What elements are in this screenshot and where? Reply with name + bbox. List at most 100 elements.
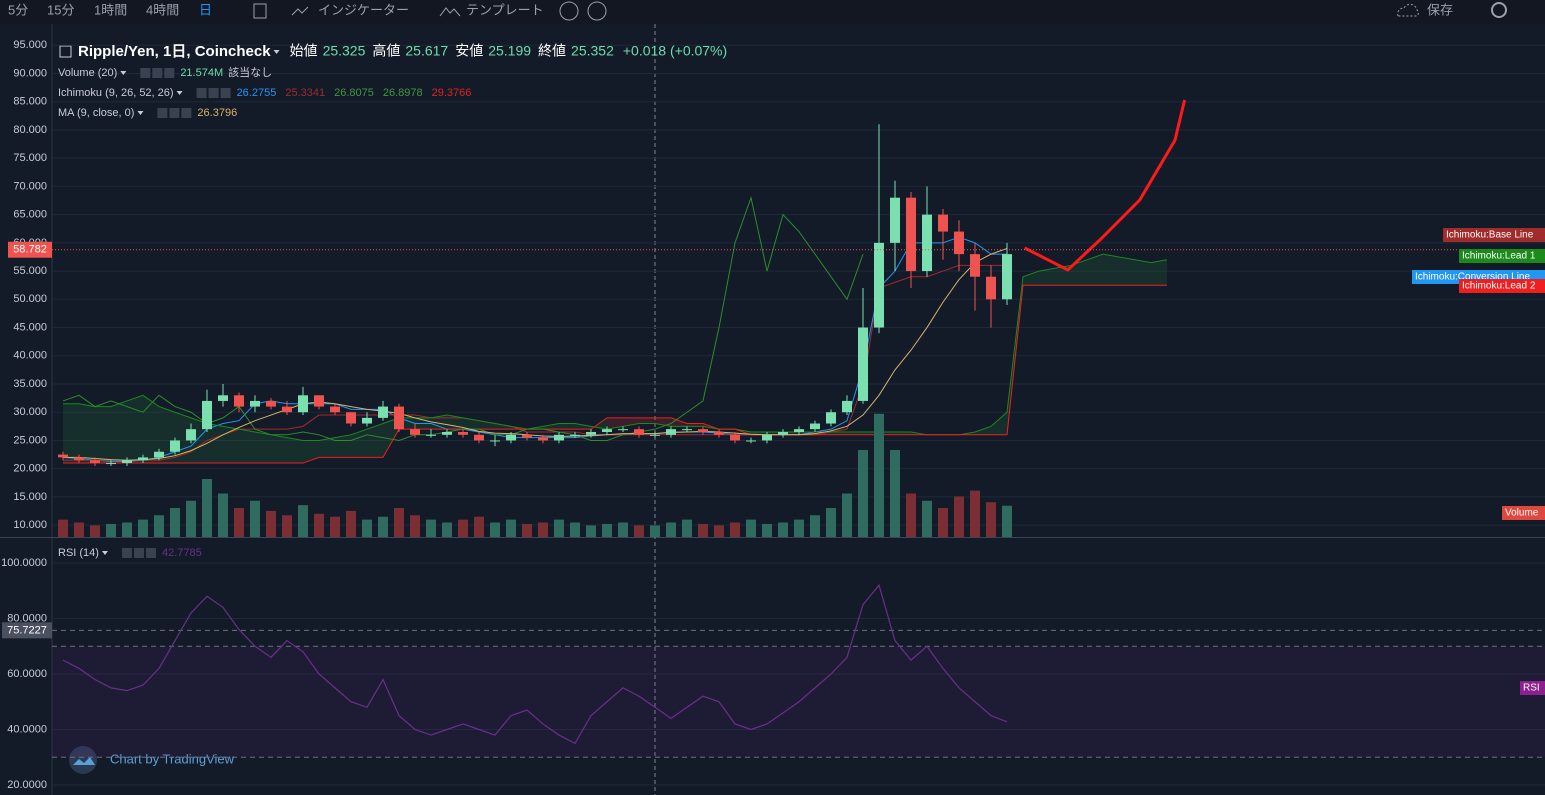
cloud: [1119, 256, 1135, 286]
cloud: [1103, 254, 1119, 286]
legend-icon[interactable]: [145, 548, 156, 558]
candle-body: [746, 440, 756, 442]
volume-bar: [106, 523, 116, 537]
rsi-tick-label: 80.0000: [7, 612, 47, 624]
legend-icon[interactable]: [169, 108, 180, 118]
cloud: [287, 437, 303, 464]
volume-bar: [826, 508, 836, 537]
legend-icon[interactable]: [121, 548, 132, 558]
settings-icon[interactable]: [1491, 2, 1507, 18]
legend-value: 26.2755: [237, 87, 277, 99]
volume-bar: [250, 500, 260, 537]
candle-body: [602, 429, 612, 432]
y-tick-label: 50.000: [13, 293, 47, 305]
volume-bar: [346, 510, 356, 537]
minus-button[interactable]: [559, 1, 579, 21]
candle-body: [522, 434, 532, 438]
volume-bar: [202, 479, 212, 537]
legend-icon[interactable]: [196, 88, 207, 98]
candle-body: [282, 406, 292, 413]
legend-icon[interactable]: [152, 68, 163, 78]
dropdown-arrow[interactable]: [101, 551, 108, 555]
cloud: [239, 429, 255, 464]
candle-body: [570, 434, 580, 436]
replay-button[interactable]: [587, 1, 607, 21]
candle-body: [458, 431, 468, 435]
toolbar: [0, 0, 1545, 24]
dropdown-arrow[interactable]: [120, 71, 127, 75]
candle-body: [378, 406, 388, 418]
volume-bar: [314, 513, 324, 537]
volume-bar: [554, 519, 564, 537]
y-tick-label: 30.000: [13, 406, 47, 418]
interval-button[interactable]: 1時間: [94, 2, 127, 17]
candle-body: [250, 400, 260, 407]
indicator-icon[interactable]: [291, 6, 309, 16]
indicators-button[interactable]: インジケーター: [318, 2, 409, 17]
candle-body: [490, 440, 500, 442]
volume-bar: [298, 505, 308, 537]
cloud: [479, 420, 495, 430]
candle-body: [170, 440, 180, 452]
candle-body: [506, 434, 516, 441]
cloud: [463, 417, 479, 430]
legend-icon[interactable]: [208, 88, 219, 98]
interval-button[interactable]: 日: [199, 2, 212, 17]
volume-bar: [266, 510, 276, 537]
cloud: [319, 437, 335, 458]
volume-bar: [666, 522, 676, 537]
legend-icon[interactable]: [157, 108, 168, 118]
dropdown-arrow[interactable]: [273, 50, 280, 54]
legend-value: 21.574M: [180, 67, 223, 79]
candle-body: [138, 457, 148, 461]
tv-logo: [69, 746, 97, 774]
templates-button[interactable]: テンプレート: [466, 2, 544, 17]
cloud: [495, 423, 511, 430]
dropdown-arrow[interactable]: [176, 91, 183, 95]
candle-body: [682, 429, 692, 431]
candle-icon[interactable]: [253, 3, 267, 19]
volume-bar: [954, 496, 964, 537]
collapse-icon[interactable]: [59, 45, 72, 58]
candle-body: [346, 412, 356, 424]
volume-bar: [474, 516, 484, 537]
y-tick-label: 80.000: [13, 124, 47, 136]
interval-button[interactable]: 15分: [47, 2, 74, 17]
y-tick-label: 25.000: [13, 434, 47, 446]
volume-bar: [330, 516, 340, 537]
volume-bar: [138, 519, 148, 537]
ohlc-value: 25.617: [405, 43, 448, 59]
dropdown-arrow[interactable]: [137, 111, 144, 115]
ichimoku-line: [63, 284, 1167, 464]
interval-button[interactable]: 4時間: [146, 2, 179, 17]
y-tick-label: 15.000: [13, 491, 47, 503]
legend-icon[interactable]: [164, 68, 175, 78]
legend-icon[interactable]: [220, 88, 231, 98]
template-icon[interactable]: [439, 7, 461, 17]
y-tick-label: 20.000: [13, 463, 47, 475]
legend-icon[interactable]: [133, 548, 144, 558]
tv-logo-mark: [73, 757, 95, 765]
volume-bar: [186, 500, 196, 537]
candle-body: [650, 434, 660, 436]
candle-body: [554, 434, 564, 441]
y-tick-label: 55.000: [13, 265, 47, 277]
legend-icon[interactable]: [140, 68, 151, 78]
candle-body: [714, 431, 724, 435]
candle-body: [634, 429, 644, 435]
save-button[interactable]: 保存: [1427, 2, 1453, 17]
volume-bar: [938, 508, 948, 537]
volume-bar: [682, 519, 692, 537]
ohlc-value: 25.325: [323, 43, 366, 59]
candle-body: [938, 214, 948, 232]
interval-button[interactable]: 5分: [8, 2, 28, 17]
volume-bar: [154, 515, 164, 537]
cloud: [623, 417, 639, 427]
y-tick-label: 90.000: [13, 67, 47, 79]
volume-bar: [586, 525, 596, 537]
cloud-icon[interactable]: [1397, 3, 1419, 17]
cloud: [95, 406, 111, 464]
ohlc-label: 始値: [290, 43, 318, 59]
legend-icon[interactable]: [181, 108, 192, 118]
